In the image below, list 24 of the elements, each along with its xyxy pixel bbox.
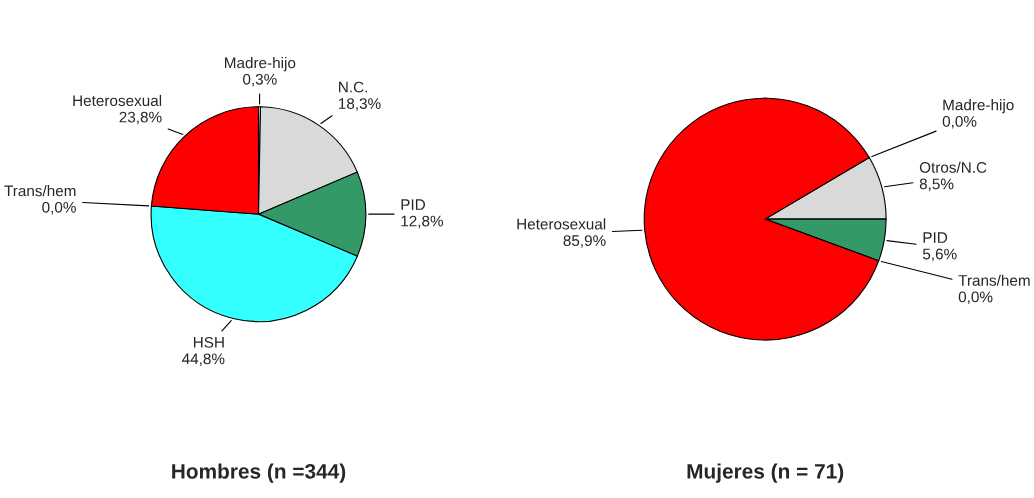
slice-label: PID <box>923 232 948 243</box>
data-label: 85,9% <box>563 235 606 248</box>
slice-label: HSH <box>193 336 224 348</box>
slice-label: Heterosexual <box>73 94 162 107</box>
slice-label: N.C. <box>339 81 367 93</box>
data-label: 44,8% <box>182 353 225 367</box>
slice-label: Heterosexual <box>517 218 606 230</box>
category-label: Trans/hem <box>4 185 76 197</box>
data-label: 5,6% <box>922 248 957 262</box>
text: 0,0% <box>942 115 977 129</box>
text: Hombres (n =344) <box>172 463 346 483</box>
data-label: 8,5% <box>919 178 954 192</box>
text: 0,0% <box>958 291 993 305</box>
data-label: 23,8% <box>119 111 162 125</box>
text: Mujeres (n = 71) <box>687 463 844 483</box>
category-label: Madre-hijo <box>943 99 1014 114</box>
data-label: 18,3% <box>338 98 381 111</box>
slice-label: PID <box>401 199 425 210</box>
data-label: 12,8% <box>401 215 444 229</box>
data-label: 0,3% <box>243 73 277 87</box>
legend-label: Trans/hem <box>958 274 1030 286</box>
slice-label: Otros/N.C <box>919 161 987 173</box>
slice-label: Madre-hijo <box>225 57 296 72</box>
text: 0,0% <box>42 201 76 215</box>
